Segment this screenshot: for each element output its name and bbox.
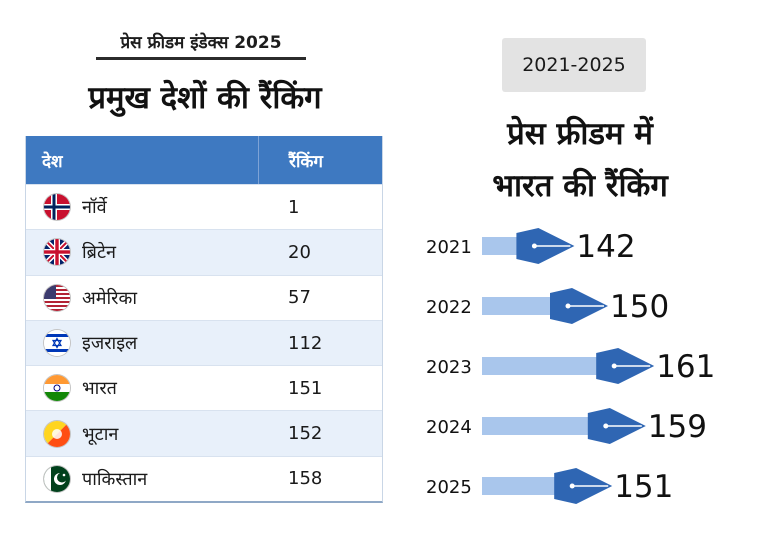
pen-body [482, 297, 556, 315]
country-name: इजराइल [82, 333, 138, 355]
table-row: ब्रिटेन 20 [26, 229, 382, 275]
india-ranking-title-line2: भारत की रैंकिंग [492, 168, 668, 204]
year-label: 2023 [426, 357, 472, 378]
year-label: 2025 [426, 477, 472, 498]
rankings-title: प्रमुख देशों की रैंकिंग [88, 80, 322, 116]
rank-value: 158 [288, 468, 323, 490]
rank-value: 151 [288, 377, 323, 399]
norway-flag-icon [44, 194, 70, 221]
year-label: 2024 [426, 417, 472, 438]
index-subtitle: प्रेस फ्रीडम इंडेक्स 2025 [96, 30, 306, 60]
pen-nib-hole [611, 363, 617, 369]
year-label: 2022 [426, 297, 472, 318]
table-row: नॉर्वे 1 [26, 184, 382, 229]
india-flag-icon [44, 375, 70, 402]
pen-body [482, 237, 523, 255]
pen-body [482, 357, 603, 375]
country-name: नॉर्वे [82, 197, 107, 219]
india-ranking-title-line1: प्रेस फ्रीडम में [507, 116, 653, 152]
country-column-header: देश [42, 151, 63, 172]
country-name: ब्रिटेन [82, 242, 117, 264]
country-name: भूटान [82, 423, 119, 445]
rank-value-label: 159 [648, 409, 707, 445]
rank-value: 1 [288, 196, 300, 218]
rank-value-label: 151 [614, 469, 673, 505]
rank-value-label: 142 [576, 229, 635, 265]
rank-column-header: रैंकिंग [258, 136, 382, 184]
rank-value-label: 161 [656, 349, 715, 385]
rank-value: 20 [288, 241, 311, 263]
pen-bar-2021: 2021 142 [426, 228, 636, 265]
table-row: इजराइल 112 [26, 319, 382, 366]
pen-bar-2023: 2023 161 [426, 348, 715, 385]
bhutan-flag-icon [44, 420, 70, 447]
table-row: भारत 151 [26, 365, 382, 410]
period-badge: 2021-2025 [502, 38, 646, 92]
rank-value: 152 [288, 423, 323, 445]
rank-value: 57 [288, 287, 311, 309]
india-ranking-title: प्रेस फ्रीडम में भारत की रैंकिंग [440, 108, 720, 212]
israel-flag-icon [44, 330, 70, 357]
pen-nib-hole [569, 483, 575, 489]
pen-bar-2025: 2025 151 [426, 468, 673, 505]
year-label: 2021 [426, 237, 472, 258]
country-name: भारत [82, 378, 117, 400]
usa-flag-icon [44, 284, 70, 311]
table-row: अमेरिका 57 [26, 274, 382, 320]
country-name: पाकिस्तान [82, 468, 148, 490]
table-row: पाकिस्तान 158 [26, 455, 382, 501]
pen-bar-2024: 2024 159 [426, 408, 707, 445]
pen-body [482, 417, 594, 435]
rank-value: 112 [288, 332, 323, 354]
pen-nib-hole [531, 243, 537, 249]
pakistan-flag-icon [44, 465, 70, 492]
country-ranking-table: देश रैंकिंग नॉर्वे 1 ब्रिटेन 20 अमेरिका … [25, 136, 383, 504]
rank-value-label: 150 [610, 289, 669, 325]
pen-nib-hole [603, 423, 609, 429]
country-name: अमेरिका [82, 287, 138, 309]
pen-body [482, 477, 561, 495]
pen-bar-2022: 2022 150 [426, 288, 669, 325]
pen-nib-hole [565, 303, 571, 309]
table-header: देश रैंकिंग [26, 136, 382, 184]
table-row: भूटान 152 [26, 410, 382, 456]
